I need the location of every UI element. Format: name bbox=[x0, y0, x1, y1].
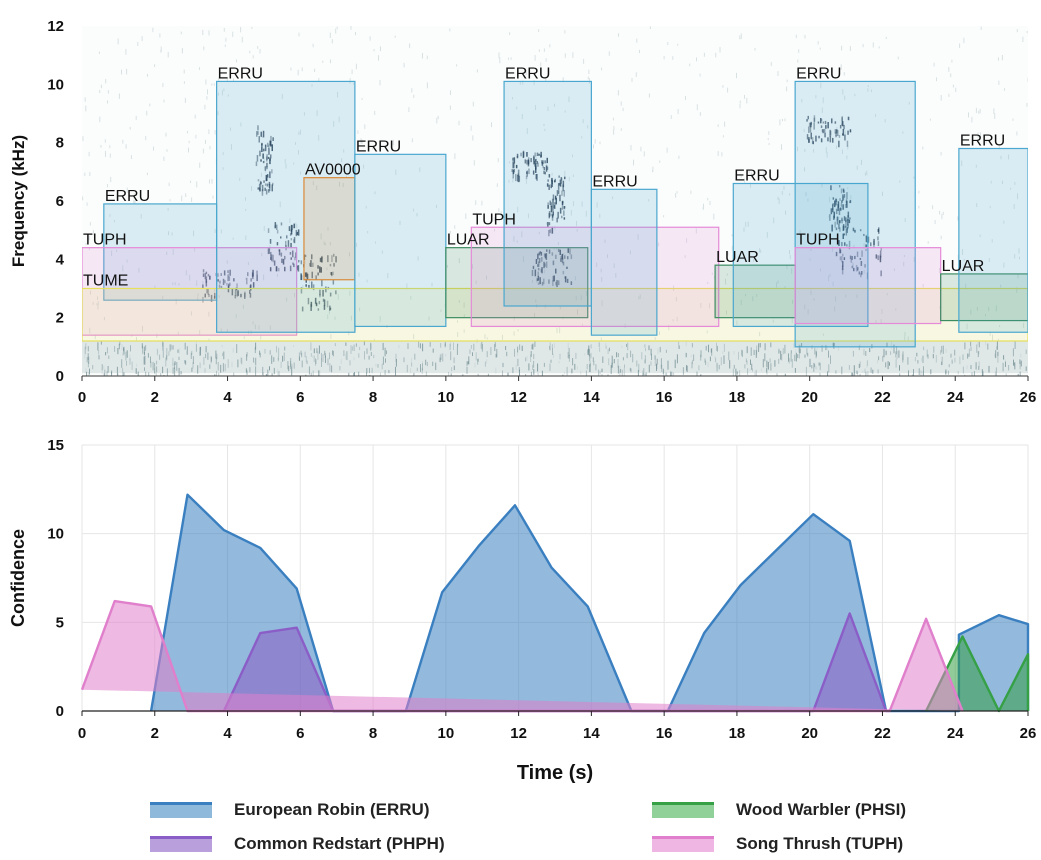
annotation-label-erru: ERRU bbox=[356, 138, 401, 155]
confidence-x-tick-label: 22 bbox=[874, 725, 891, 742]
annotation-box-erru bbox=[590, 188, 658, 336]
spectrogram-y-tick-label: 12 bbox=[47, 18, 64, 35]
legend-item-tuph: Song Thrush (TUPH) bbox=[652, 834, 903, 854]
annotation-box-luar bbox=[714, 264, 796, 319]
legend-item-erru: European Robin (ERRU) bbox=[150, 800, 430, 820]
annotation-label-av0000: AV0000 bbox=[305, 162, 361, 179]
confidence-x-tick-label: 18 bbox=[729, 725, 746, 742]
annotation-box-av0000 bbox=[303, 177, 356, 281]
confidence-x-tick-label: 24 bbox=[947, 725, 964, 742]
annotation-box-erru bbox=[354, 153, 447, 328]
spectrogram-x-tick-label: 4 bbox=[223, 389, 232, 406]
spectrogram-x-tick-label: 8 bbox=[369, 389, 377, 406]
series-area-erru bbox=[151, 494, 1029, 711]
annotation-label-erru: ERRU bbox=[592, 173, 637, 190]
confidence-x-tick-label: 16 bbox=[656, 725, 673, 742]
annotation-box-tuph bbox=[794, 247, 942, 325]
annotation-box-tuph bbox=[82, 247, 298, 336]
spectrogram-x-tick-label: 10 bbox=[438, 389, 455, 406]
confidence-x-tick-label: 12 bbox=[510, 725, 527, 742]
spectrogram-x-tick-label: 18 bbox=[729, 389, 746, 406]
spectrogram-chart: ERRU TUPH TUME ERRU AV0000 ERRU LUAR TUPH ERRU ER… bbox=[9, 18, 1037, 406]
annotation-label-erru: ERRU bbox=[734, 168, 779, 185]
spectrogram-x-tick-label: 24 bbox=[947, 389, 964, 406]
confidence-x-tick-label: 20 bbox=[801, 725, 818, 742]
spectrogram-x-tick-label: 0 bbox=[78, 389, 86, 406]
annotation-box-erru bbox=[503, 80, 592, 307]
spectrogram-y-axis-label: Frequency (kHz) bbox=[9, 135, 28, 267]
legend-swatch-erru bbox=[150, 802, 212, 818]
confidence-x-tick-label: 14 bbox=[583, 725, 600, 742]
annotation-label-erru: ERRU bbox=[796, 65, 841, 82]
spectrogram-x-tick-label: 14 bbox=[583, 389, 600, 406]
spectrogram-y-tick-label: 10 bbox=[47, 76, 64, 93]
annotation-label-luar: LUAR bbox=[447, 232, 490, 249]
spectrogram-x-tick-label: 22 bbox=[874, 389, 891, 406]
spectrogram-x-tick-label: 6 bbox=[296, 389, 304, 406]
legend-swatch-phph bbox=[150, 836, 212, 852]
confidence-y-tick-label: 10 bbox=[47, 526, 64, 543]
annotation-box-erru bbox=[794, 80, 916, 348]
spectrogram-y-tick-label: 6 bbox=[56, 193, 64, 210]
spectrogram-y-tick-label: 0 bbox=[56, 368, 64, 385]
annotation-label-erru: ERRU bbox=[218, 65, 263, 82]
spectrogram-y-tick-label: 2 bbox=[56, 310, 64, 327]
legend-label-tuph: Song Thrush (TUPH) bbox=[736, 834, 904, 853]
legend-swatch-phsi bbox=[652, 802, 714, 818]
annotation-label-luar: LUAR bbox=[716, 249, 759, 266]
confidence-x-tick-label: 10 bbox=[438, 725, 455, 742]
legend: European Robin (ERRU) Common Redstart (P… bbox=[0, 790, 1041, 860]
legend-label-phph: Common Redstart (PHPH) bbox=[234, 834, 445, 853]
spectrogram-texture bbox=[82, 26, 1028, 376]
annotation-label-tuph: TUPH bbox=[472, 211, 516, 228]
annotation-label-erru: ERRU bbox=[105, 188, 150, 205]
annotation-label-erru: ERRU bbox=[960, 133, 1005, 150]
confidence-x-tick-label: 26 bbox=[1020, 725, 1037, 742]
spectrogram-y-tick-label: 8 bbox=[56, 135, 64, 152]
annotation-label-erru: ERRU bbox=[505, 65, 550, 82]
annotation-box-erru bbox=[216, 80, 356, 333]
spectrogram-noise-band bbox=[82, 341, 1028, 376]
confidence-x-tick-label: 8 bbox=[369, 725, 377, 742]
spectrogram-y-tick-label: 4 bbox=[56, 251, 65, 268]
spectrogram-x-tick-label: 20 bbox=[801, 389, 818, 406]
annotation-label-tuph: TUPH bbox=[83, 232, 127, 249]
confidence-x-tick-label: 4 bbox=[223, 725, 232, 742]
confidence-y-tick-label: 15 bbox=[47, 437, 64, 454]
annotation-label-luar: LUAR bbox=[942, 258, 985, 275]
spectrogram-x-tick-label: 2 bbox=[151, 389, 159, 406]
spectrogram-x-tick-label: 12 bbox=[510, 389, 527, 406]
confidence-y-tick-label: 0 bbox=[56, 703, 64, 720]
legend-swatch-tuph bbox=[652, 836, 714, 852]
annotation-box-luar bbox=[940, 273, 1028, 322]
annotation-box-erru bbox=[958, 147, 1028, 333]
spectrogram-song-traces bbox=[202, 115, 882, 312]
confidence-x-tick-label: 6 bbox=[296, 725, 304, 742]
legend-item-phph: Common Redstart (PHPH) bbox=[150, 834, 445, 854]
annotation-box-erru bbox=[732, 182, 869, 328]
annotation-label-tume: TUME bbox=[83, 273, 128, 290]
legend-label-erru: European Robin (ERRU) bbox=[234, 800, 430, 819]
spectrogram-x-tick-label: 16 bbox=[656, 389, 673, 406]
legend-label-phsi: Wood Warbler (PHSI) bbox=[736, 800, 906, 819]
legend-item-phsi: Wood Warbler (PHSI) bbox=[652, 800, 906, 820]
spectrogram-x-tick-label: 26 bbox=[1020, 389, 1037, 406]
confidence-y-axis-label: Confidence bbox=[8, 529, 28, 627]
confidence-x-tick-label: 2 bbox=[151, 725, 159, 742]
confidence-x-axis-label: Time (s) bbox=[517, 762, 593, 784]
annotation-label-tuph: TUPH bbox=[796, 232, 840, 249]
confidence-y-tick-label: 5 bbox=[56, 614, 64, 631]
confidence-x-tick-label: 0 bbox=[78, 725, 86, 742]
annotation-box-tuph bbox=[470, 226, 720, 328]
